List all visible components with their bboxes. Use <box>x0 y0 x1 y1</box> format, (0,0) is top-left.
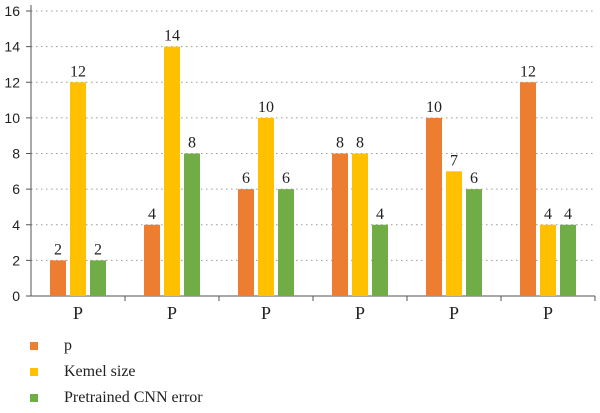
y-tick-label: 14 <box>4 39 20 55</box>
bar <box>144 224 160 296</box>
data-label: 4 <box>564 206 572 223</box>
y-tick-label: 12 <box>4 74 20 90</box>
data-label: 12 <box>70 63 86 80</box>
bar <box>466 189 482 296</box>
y-tick-label: 8 <box>12 146 20 162</box>
y-tick-label: 4 <box>12 217 20 233</box>
bar <box>426 117 442 296</box>
bar <box>560 224 576 296</box>
data-label: 14 <box>164 28 180 45</box>
category-label: P <box>167 303 177 323</box>
y-tick-label: 2 <box>12 252 20 268</box>
legend: p Kemel size Pretrained CNN error <box>30 333 203 411</box>
data-label: 10 <box>426 99 442 116</box>
bar <box>540 224 556 296</box>
bar <box>50 260 66 296</box>
data-label: 6 <box>282 170 290 187</box>
bar <box>90 260 106 296</box>
data-label: 6 <box>242 170 250 187</box>
y-tick-label: 6 <box>12 181 20 197</box>
data-label: 4 <box>376 206 384 223</box>
data-label: 6 <box>470 170 478 187</box>
bar <box>238 189 254 296</box>
legend-label: Kemel size <box>64 363 136 380</box>
data-label: 8 <box>188 135 196 152</box>
data-label: 4 <box>544 206 552 223</box>
data-label: 8 <box>356 135 364 152</box>
category-label: P <box>543 303 553 323</box>
legend-label: p <box>64 337 72 354</box>
legend-item-pretrained-cnn-error: Pretrained CNN error <box>30 385 203 411</box>
legend-swatch <box>30 342 38 350</box>
category-label: P <box>73 303 83 323</box>
data-label: 8 <box>336 135 344 152</box>
legend-swatch <box>30 394 38 402</box>
y-tick-label: 10 <box>4 110 20 126</box>
bar <box>184 153 200 296</box>
data-label: 12 <box>520 63 536 80</box>
bar <box>352 153 368 296</box>
category-label: P <box>355 303 365 323</box>
data-label: 7 <box>450 152 458 169</box>
data-label: 2 <box>54 241 62 258</box>
bar <box>520 82 536 296</box>
legend-item-kemel-size: Kemel size <box>30 359 203 385</box>
bar <box>332 153 348 296</box>
data-label: 10 <box>258 99 274 116</box>
bar <box>70 82 86 296</box>
bar <box>446 171 462 296</box>
legend-item-p: p <box>30 333 203 359</box>
bar <box>278 189 294 296</box>
bar <box>372 224 388 296</box>
legend-label: Pretrained CNN error <box>64 389 203 406</box>
bar <box>258 117 274 296</box>
data-label: 4 <box>148 206 156 223</box>
data-label: 2 <box>94 241 102 258</box>
category-label: P <box>449 303 459 323</box>
y-tick-label: 16 <box>4 3 20 19</box>
legend-swatch <box>30 368 38 376</box>
y-tick-label: 0 <box>12 288 20 304</box>
category-label: P <box>261 303 271 323</box>
bar <box>164 46 180 296</box>
